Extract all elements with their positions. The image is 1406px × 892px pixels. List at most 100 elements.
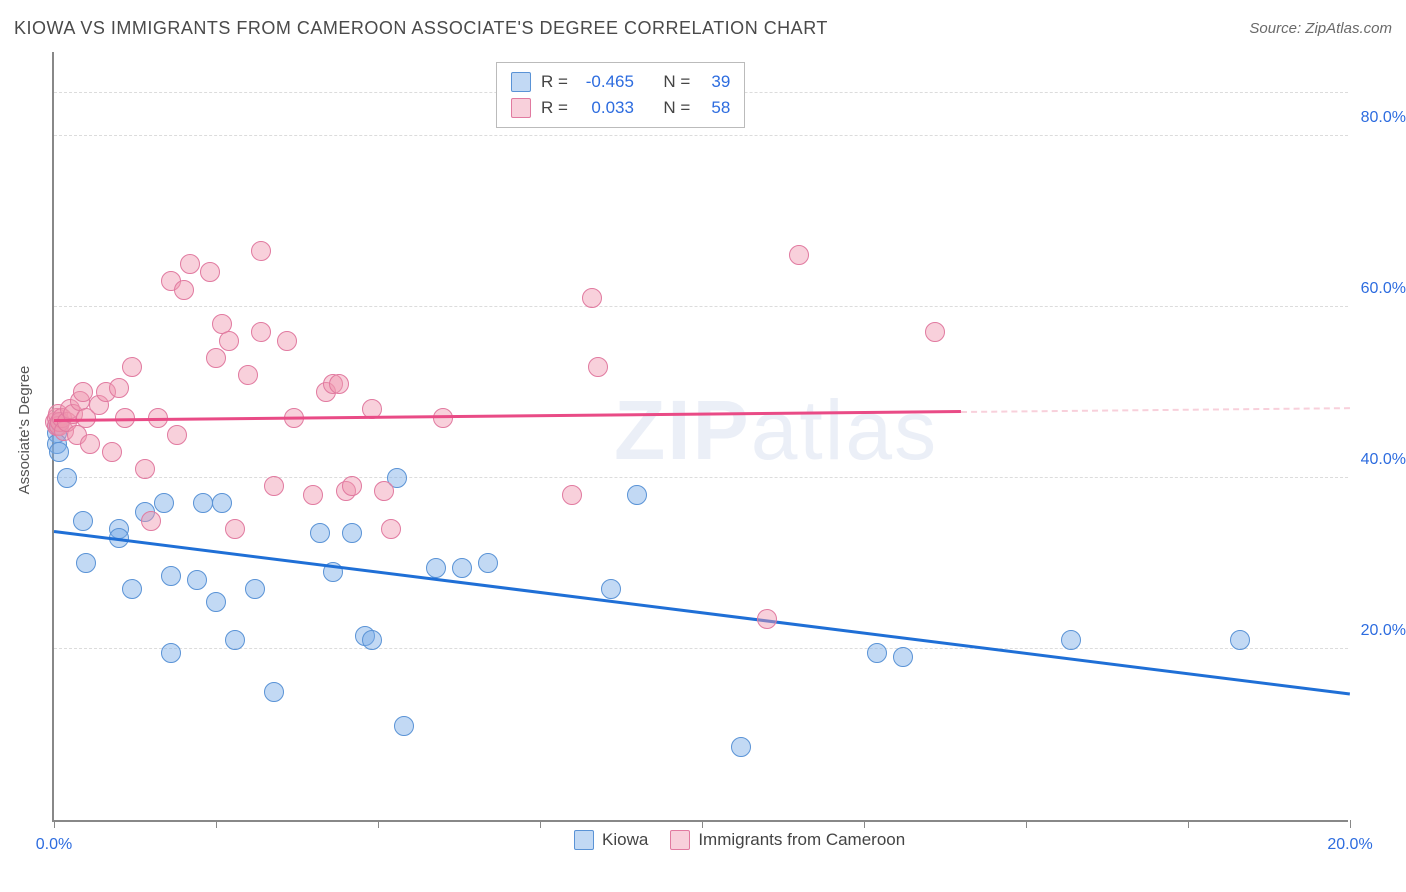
data-point-cameroon [789,245,809,265]
data-point-cameroon [200,262,220,282]
data-point-kiowa [225,630,245,650]
data-point-kiowa [187,570,207,590]
gridline [54,648,1348,649]
data-point-kiowa [161,643,181,663]
data-point-kiowa [310,523,330,543]
data-point-kiowa [342,523,362,543]
n-value: 39 [700,69,730,95]
data-point-cameroon [374,481,394,501]
y-tick-label: 40.0% [1352,451,1406,469]
data-point-cameroon [80,434,100,454]
data-point-kiowa [122,579,142,599]
data-point-cameroon [174,280,194,300]
data-point-cameroon [925,322,945,342]
y-tick-label: 80.0% [1352,109,1406,127]
data-point-cameroon [381,519,401,539]
data-point-kiowa [245,579,265,599]
data-point-kiowa [867,643,887,663]
x-tick [54,820,55,828]
data-point-kiowa [478,553,498,573]
watermark: ZIPatlas [614,382,938,479]
r-value: -0.465 [578,69,634,95]
legend-swatch [574,830,594,850]
data-point-cameroon [109,378,129,398]
x-tick-label: 20.0% [1327,836,1372,854]
data-point-kiowa [1230,630,1250,650]
data-point-kiowa [627,485,647,505]
data-point-cameroon [238,365,258,385]
legend-swatch [511,98,531,118]
data-point-kiowa [212,493,232,513]
series-label: Kiowa [602,830,648,850]
data-point-kiowa [76,553,96,573]
legend-swatch [511,72,531,92]
data-point-kiowa [49,442,69,462]
r-label: R = [541,69,568,95]
data-point-kiowa [731,737,751,757]
data-point-cameroon [122,357,142,377]
data-point-kiowa [206,592,226,612]
data-point-kiowa [394,716,414,736]
source-value: ZipAtlas.com [1305,20,1392,37]
x-tick [702,820,703,828]
watermark-atlas: atlas [751,383,938,477]
source: Source: ZipAtlas.com [1249,20,1392,38]
data-point-cameroon [264,476,284,496]
chart-title: KIOWA VS IMMIGRANTS FROM CAMEROON ASSOCI… [14,18,828,39]
source-label: Source: [1249,20,1305,37]
series-legend-item-kiowa: Kiowa [574,830,648,850]
data-point-cameroon [102,442,122,462]
data-point-cameroon [206,348,226,368]
data-point-kiowa [1061,630,1081,650]
data-point-cameroon [757,609,777,629]
data-point-cameroon [135,459,155,479]
data-point-kiowa [362,630,382,650]
trend-line-kiowa [54,530,1350,696]
y-axis-title: Associate's Degree [16,366,33,495]
data-point-kiowa [426,558,446,578]
data-point-cameroon [251,322,271,342]
data-point-cameroon [251,241,271,261]
legend-row-kiowa: R = -0.465 N = 39 [511,69,730,95]
legend-swatch [670,830,690,850]
data-point-cameroon [167,425,187,445]
x-tick [864,820,865,828]
n-value: 58 [700,95,730,121]
data-point-kiowa [57,468,77,488]
gridline [54,135,1348,136]
n-label: N = [663,95,690,121]
data-point-cameroon [277,331,297,351]
series-legend: Kiowa Immigrants from Cameroon [574,830,905,850]
x-tick [216,820,217,828]
trend-line-cameroon [54,410,961,422]
data-point-cameroon [329,374,349,394]
data-point-kiowa [452,558,472,578]
watermark-zip: ZIP [614,383,751,477]
data-point-cameroon [303,485,323,505]
x-tick [1026,820,1027,828]
data-point-kiowa [601,579,621,599]
data-point-cameroon [141,511,161,531]
r-label: R = [541,95,568,121]
series-label: Immigrants from Cameroon [698,830,905,850]
n-label: N = [663,69,690,95]
data-point-kiowa [161,566,181,586]
data-point-cameroon [588,357,608,377]
x-tick [378,820,379,828]
series-legend-item-cameroon: Immigrants from Cameroon [670,830,905,850]
y-tick-label: 60.0% [1352,280,1406,298]
data-point-cameroon [582,288,602,308]
r-value: 0.033 [578,95,634,121]
data-point-kiowa [893,647,913,667]
y-tick-label: 20.0% [1352,622,1406,640]
data-point-kiowa [154,493,174,513]
trend-line-cameroon [961,407,1350,413]
x-tick [1350,820,1351,828]
gridline [54,306,1348,307]
data-point-kiowa [73,511,93,531]
data-point-cameroon [219,331,239,351]
x-tick-label: 0.0% [36,836,72,854]
correlation-legend: R = -0.465 N = 39 R = 0.033 N = 58 [496,62,745,128]
x-tick [1188,820,1189,828]
scatter-plot: ZIPatlas 20.0%40.0%60.0%80.0%0.0%20.0%R … [52,52,1348,822]
